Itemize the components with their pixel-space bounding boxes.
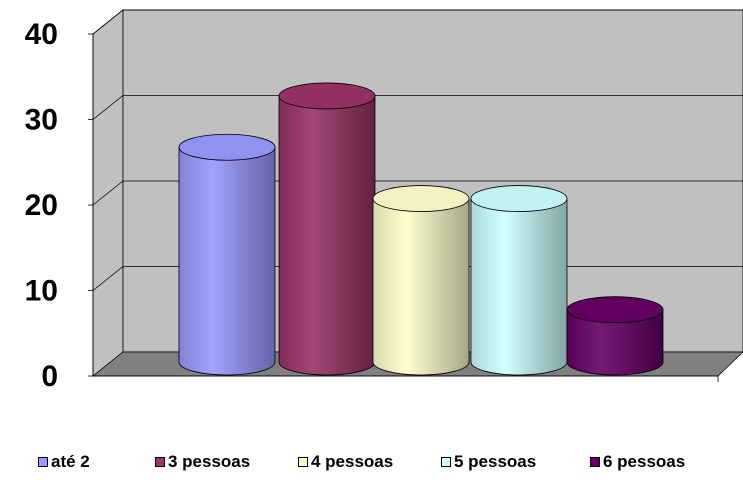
y-tick-label: 10	[25, 275, 58, 308]
legend-swatch-6-pessoas	[590, 457, 600, 467]
legend-label: 5 pessoas	[454, 452, 537, 471]
bar-5-pessoas	[470, 185, 568, 376]
y-tick-label: 30	[25, 104, 58, 137]
bar-top-4-pessoas	[372, 185, 470, 212]
gridline	[92, 9, 743, 35]
legend-swatch-4-pessoas	[298, 457, 308, 467]
legend-label: até 2	[51, 452, 90, 471]
legend-item-3-pessoas: 3 pessoas	[155, 452, 250, 472]
bar-body-6-pessoas	[566, 309, 664, 376]
legend-item-4-pessoas: 4 pessoas	[298, 452, 393, 472]
legend: até 2 3 pessoas 4 pessoas 5 pessoas 6 pe…	[0, 452, 743, 478]
legend-swatch-ate-2	[38, 457, 48, 467]
y-tick-label: 20	[25, 189, 58, 222]
bar-top-at-2	[178, 133, 276, 161]
bar-top-6-pessoas	[566, 296, 664, 324]
legend-swatch-3-pessoas	[155, 457, 165, 467]
legend-item-5-pessoas: 5 pessoas	[441, 452, 536, 472]
y-tick-label: 0	[41, 360, 58, 393]
bar-body-5-pessoas	[470, 198, 568, 376]
bar-top-5-pessoas	[470, 185, 568, 212]
bar-at-2	[178, 133, 276, 376]
bar-body-at-2	[178, 146, 276, 376]
bar-body-3-pessoas	[278, 95, 376, 376]
bar-body-4-pessoas	[372, 198, 470, 376]
legend-label: 3 pessoas	[168, 452, 251, 471]
gridline	[92, 180, 743, 206]
bar-3-pessoas	[278, 82, 376, 376]
legend-item-6-pessoas: 6 pessoas	[590, 452, 685, 472]
legend-label: 6 pessoas	[603, 452, 686, 471]
bar-top-3-pessoas	[278, 82, 376, 110]
bar-4-pessoas	[372, 185, 470, 376]
legend-label: 4 pessoas	[311, 452, 394, 471]
legend-swatch-5-pessoas	[441, 457, 451, 467]
gridline	[92, 95, 743, 120]
bar-6-pessoas	[566, 296, 664, 376]
legend-item-ate-2: até 2	[38, 452, 90, 472]
y-tick-label: 40	[25, 18, 58, 51]
